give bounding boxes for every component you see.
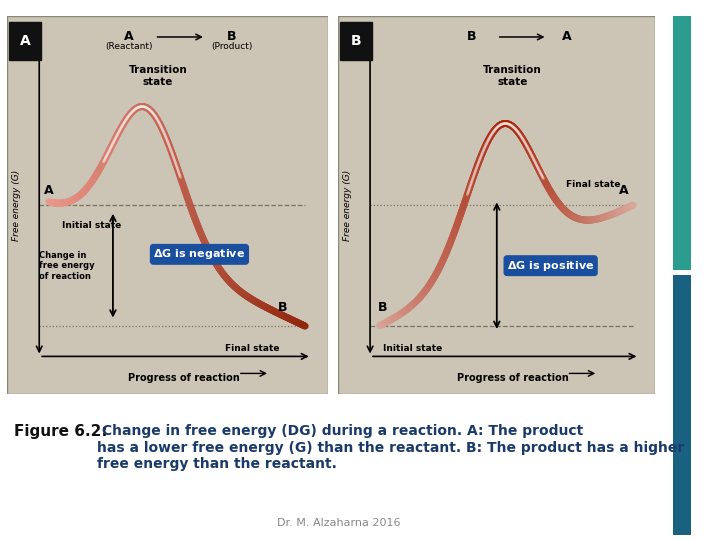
Text: Figure 6.2:: Figure 6.2:	[14, 424, 107, 440]
FancyBboxPatch shape	[340, 22, 372, 60]
Text: $\mathbf{\Delta G}$ is positive: $\mathbf{\Delta G}$ is positive	[507, 259, 594, 273]
Text: B: B	[227, 30, 236, 44]
Text: B: B	[378, 301, 387, 314]
Text: Transition
state: Transition state	[128, 65, 187, 87]
Text: Initial state: Initial state	[383, 345, 442, 353]
Text: Free energy (G): Free energy (G)	[12, 170, 22, 241]
Text: Free energy (G): Free energy (G)	[343, 170, 352, 241]
Text: A: A	[562, 30, 571, 44]
Text: Change in
free energy
of reaction: Change in free energy of reaction	[40, 251, 95, 281]
Text: Change in free energy (DG) during a reaction. A: The product
has a lower free en: Change in free energy (DG) during a reac…	[96, 424, 684, 471]
Text: Progress of reaction: Progress of reaction	[127, 373, 239, 383]
Text: (Product): (Product)	[211, 42, 252, 51]
Text: B: B	[351, 34, 361, 48]
Text: $\mathbf{\Delta G}$ is negative: $\mathbf{\Delta G}$ is negative	[153, 247, 246, 261]
Text: A: A	[618, 184, 629, 197]
Text: Dr. M. Alzaharna 2016: Dr. M. Alzaharna 2016	[276, 518, 400, 528]
Text: A: A	[44, 184, 54, 197]
Text: Transition
state: Transition state	[483, 65, 542, 87]
Text: Final state: Final state	[225, 345, 279, 353]
Text: Initial state: Initial state	[62, 221, 121, 231]
Text: B: B	[278, 301, 287, 314]
Text: A: A	[19, 34, 30, 48]
Text: Final state: Final state	[567, 180, 621, 189]
Text: A: A	[124, 30, 134, 44]
Text: (Reactant): (Reactant)	[105, 42, 153, 51]
Text: B: B	[467, 30, 476, 44]
FancyBboxPatch shape	[9, 22, 41, 60]
Text: Progress of reaction: Progress of reaction	[456, 373, 569, 383]
